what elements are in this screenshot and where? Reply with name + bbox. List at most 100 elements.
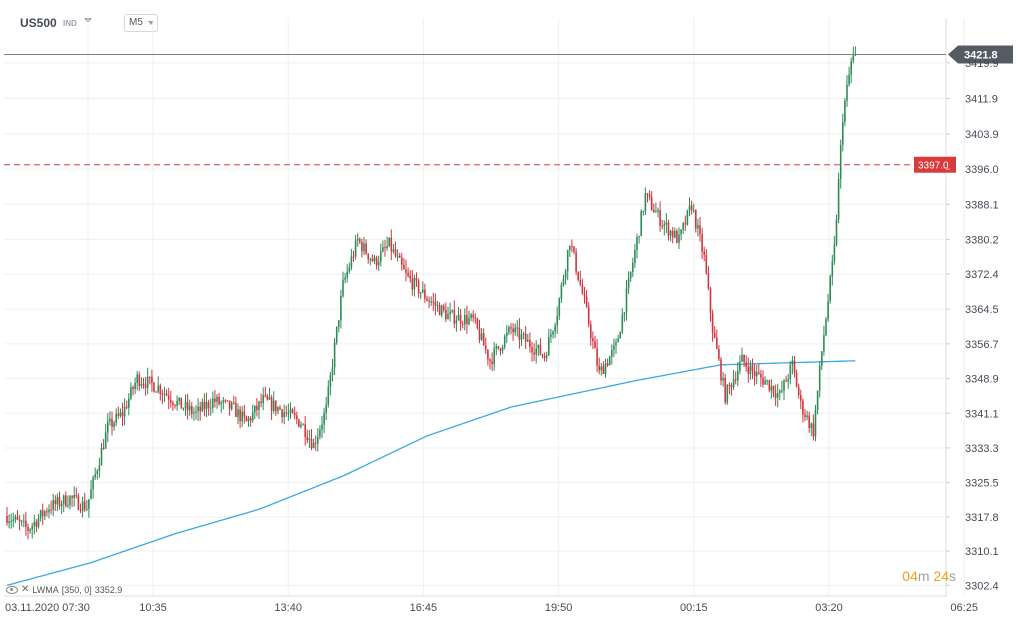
timeframe-select[interactable]: M5 [124,14,158,32]
candle-body [172,402,174,405]
candle-body [79,509,82,511]
x-tick-label: 06:25 [950,602,978,614]
candle-body [827,301,829,320]
y-tick-label: 3333.3 [965,443,999,455]
candle-body [41,510,44,516]
candle-body [209,407,212,409]
candle-body [686,210,689,225]
candle-body [716,337,718,350]
candle-body [142,384,145,386]
candle-body [411,278,414,290]
candle-body [621,314,624,333]
candle-body [29,529,31,532]
y-tick-label: 3341.1 [965,408,999,420]
close-icon[interactable]: ✕ [21,584,30,595]
candle-body [478,328,481,340]
x-tick-label: 13:40 [274,602,302,614]
candle-body [319,429,321,437]
candle-body [314,442,317,444]
candle-body [600,366,603,371]
candle-body [529,339,531,348]
candle-body [373,257,376,262]
candle-body [758,372,760,374]
candle-body [113,422,115,427]
candle-body [522,333,525,335]
candle-body [146,376,149,388]
candle-body [617,338,619,343]
candle-body [323,412,325,425]
x-tick-label: 19:50 [545,602,573,614]
candle-body [659,210,661,226]
candle-body [296,415,298,420]
candle-body [251,412,254,421]
chart-grid [4,18,965,597]
candle-body [669,230,672,236]
candle-body [226,400,229,402]
candle-body [102,448,105,450]
candle-body [571,246,573,248]
candle-body [90,489,92,500]
candle-body [554,325,556,332]
candle-body [701,234,703,252]
candle-body [48,509,50,513]
candle-body [772,386,775,394]
candle-body [365,243,367,254]
indicator-params: [350, 0] [61,584,92,595]
candle-body [239,409,241,422]
candle-body [535,348,537,355]
candle-body [384,247,386,249]
candle-body [770,386,773,391]
candle-body [275,400,277,412]
candle-body [396,255,399,257]
candle-body [163,393,166,395]
lwma-line-layer [6,360,856,586]
candle-body [342,279,344,296]
candle-body [447,314,449,320]
candle-body [852,55,855,62]
candle-body [317,436,319,444]
candle-body [705,254,708,273]
candle-body [562,278,565,285]
candle-body [737,371,739,381]
y-tick-label: 3310.1 [965,546,999,558]
candle-body [453,310,456,324]
candle-body [821,351,823,366]
eye-icon[interactable] [6,585,18,594]
candle-body [590,324,592,339]
candle-body [100,448,103,466]
candle-body [592,338,594,342]
candle-body [829,276,831,302]
countdown-minutes: 04 [902,568,918,584]
candle-body [839,145,842,180]
symbol-label[interactable]: US500 [20,16,57,30]
candle-body [844,100,846,122]
candle-body [363,243,365,252]
candle-body [818,365,821,391]
candle-body [161,394,164,396]
timeframe-label: M5 [129,17,143,28]
candle-body [650,197,653,211]
candle-body [508,327,510,333]
candle-body [709,288,712,314]
candle-body [52,500,54,510]
candle-body [107,421,109,433]
candle-body [445,309,447,320]
candle-body [128,398,130,408]
candle-body [155,391,157,393]
candle-body [587,306,590,325]
candle-body [144,384,147,388]
candle-body [848,74,850,85]
countdown-seconds-unit: s [949,568,956,584]
candle-body [279,407,281,410]
candle-body [760,373,762,378]
candle-body [443,305,445,310]
candle-body [440,305,443,316]
candle-body [354,240,357,257]
candle-body [812,423,815,437]
candle-body [188,406,191,411]
candle-body [816,390,819,411]
candle-body [321,424,323,430]
candle-body [388,237,390,247]
candle-body [548,336,550,356]
